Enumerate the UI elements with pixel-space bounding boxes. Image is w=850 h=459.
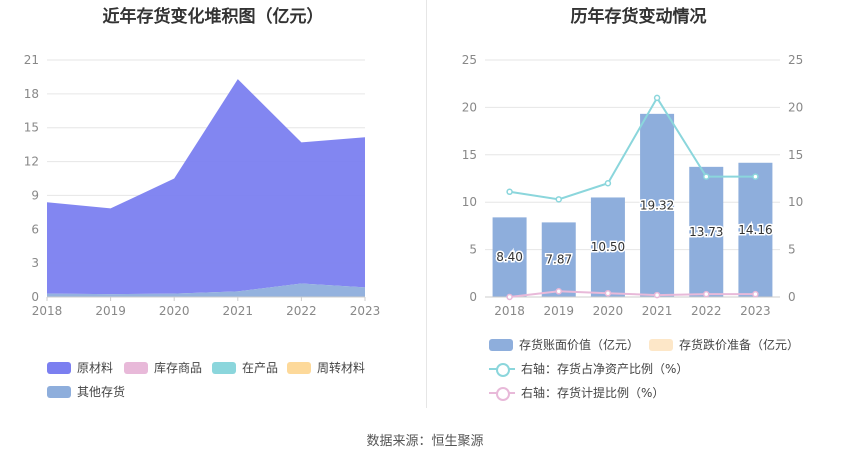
x-tick-label: 2022 (691, 304, 722, 318)
legend-label: 存货跌价准备（亿元） (679, 338, 800, 352)
legend-label: 在产品 (242, 361, 279, 375)
data-source: 数据来源：恒生聚源 (366, 434, 484, 449)
provision-point (604, 289, 612, 297)
y-tick-label: 15 (24, 121, 39, 135)
legend-wip-inventory[interactable]: 库存商品 (124, 359, 202, 376)
legend-swatch-book-value (489, 338, 513, 351)
y-left-tick-label: 20 (462, 100, 477, 114)
bar-book-value (492, 217, 527, 297)
legend-impairment[interactable]: 存货跌价准备（亿元） (649, 336, 799, 353)
legend-swatch-other-inventory (47, 385, 71, 398)
bar-book-value (640, 113, 675, 297)
x-tick-label: 2020 (159, 304, 190, 318)
legend-marker-provision (489, 386, 515, 401)
y-tick-label: 12 (24, 155, 39, 169)
y-right-tick-label: 10 (788, 195, 803, 209)
y-left-tick-label: 10 (462, 195, 477, 209)
area-raw_materials (47, 79, 365, 295)
bar-value-label: 13.73 (689, 225, 723, 239)
y-left-tick-label: 25 (462, 53, 477, 67)
legend-label: 原材料 (77, 361, 114, 375)
legend-label: 存货账面价值（亿元） (519, 338, 640, 352)
legend-swatch-raw-materials (47, 361, 71, 374)
bar-book-value (541, 222, 576, 297)
legend-swatch-impairment (649, 338, 673, 351)
x-tick-label: 2021 (223, 304, 254, 318)
y-right-tick-label: 0 (788, 290, 796, 304)
right-chart-title: 历年存货变动情况 (570, 7, 707, 27)
legend-ratio-line[interactable]: 右轴：存货占净资产比例（%） (489, 360, 688, 377)
bar-book-value (689, 166, 724, 297)
x-tick-label: 2019 (543, 304, 574, 318)
legend-book-value[interactable]: 存货账面价值（亿元） (489, 336, 639, 353)
x-tick-label: 2020 (593, 304, 624, 318)
y-left-tick-label: 5 (469, 243, 477, 257)
x-tick-label: 2023 (350, 304, 381, 318)
legend-label: 右轴：存货计提比例（%） (521, 386, 665, 400)
provision-point (752, 290, 759, 298)
legend-other-inventory[interactable]: 其他存货 (47, 383, 125, 400)
x-tick-label: 2019 (95, 304, 126, 318)
bar-book-value (590, 197, 625, 297)
legend-raw-materials[interactable]: 原材料 (47, 359, 113, 376)
bar-book-value (738, 162, 773, 297)
area-other_inventory (47, 283, 365, 297)
bar-value-label: 8.40 (496, 250, 523, 264)
ratio-point (555, 196, 562, 203)
ratio-point (752, 173, 759, 180)
provision-point (555, 288, 562, 295)
y-tick-label: 6 (31, 222, 39, 236)
legend-turnover-materials[interactable]: 周转材料 (287, 359, 365, 376)
ratio-point (653, 94, 661, 102)
y-right-tick-label: 25 (788, 53, 803, 67)
y-tick-label: 9 (31, 188, 39, 202)
left-chart-title: 近年存货变化堆积图（亿元） (102, 7, 324, 27)
legend-label: 库存商品 (154, 361, 203, 375)
legend-marker-ratio (489, 362, 515, 377)
legend-label: 周转材料 (317, 361, 366, 375)
x-tick-label: 2021 (642, 304, 673, 318)
legend-label: 右轴：存货占净资产比例（%） (521, 362, 689, 376)
provision-point (506, 293, 513, 301)
x-tick-label: 2018 (494, 304, 525, 318)
bar-value-label: 7.87 (545, 253, 572, 267)
y-left-tick-label: 15 (462, 148, 477, 162)
x-tick-label: 2018 (32, 304, 63, 318)
bar-value-label: 10.50 (591, 240, 625, 254)
legend-swatch-in-production (212, 361, 236, 374)
provision-point (703, 290, 710, 298)
y-tick-label: 21 (24, 53, 39, 67)
ratio-point (703, 173, 710, 180)
y-right-tick-label: 15 (788, 148, 803, 162)
bar-value-label: 14.16 (738, 223, 772, 237)
y-right-tick-label: 5 (788, 243, 796, 257)
bar-value-label: 19.32 (640, 198, 674, 212)
legend-in-production[interactable]: 在产品 (212, 359, 278, 376)
ratio-line (509, 95, 756, 201)
x-tick-label: 2022 (286, 304, 317, 318)
y-left-tick-label: 0 (469, 290, 477, 304)
ratio-point (506, 188, 513, 196)
legend-label: 其他存货 (77, 385, 126, 399)
provision-line (509, 290, 756, 298)
stacked-area-chart: 0 3 6 9 12 15 18 21 2018 2019 2020 2021 2022 2023 (24, 53, 381, 318)
y-tick-label: 3 (31, 256, 39, 270)
y-right-tick-label: 20 (788, 100, 803, 114)
legend-provision-line[interactable]: 右轴：存货计提比例（%） (489, 384, 664, 401)
panel-divider (426, 0, 427, 408)
y-tick-label: 18 (24, 87, 39, 101)
legend-swatch-wip-inventory (124, 361, 148, 374)
x-tick-label: 2023 (740, 304, 771, 318)
y-tick-label: 0 (31, 290, 39, 304)
provision-point (653, 291, 661, 299)
legend-swatch-turnover-materials (287, 361, 311, 374)
ratio-point (604, 179, 612, 187)
